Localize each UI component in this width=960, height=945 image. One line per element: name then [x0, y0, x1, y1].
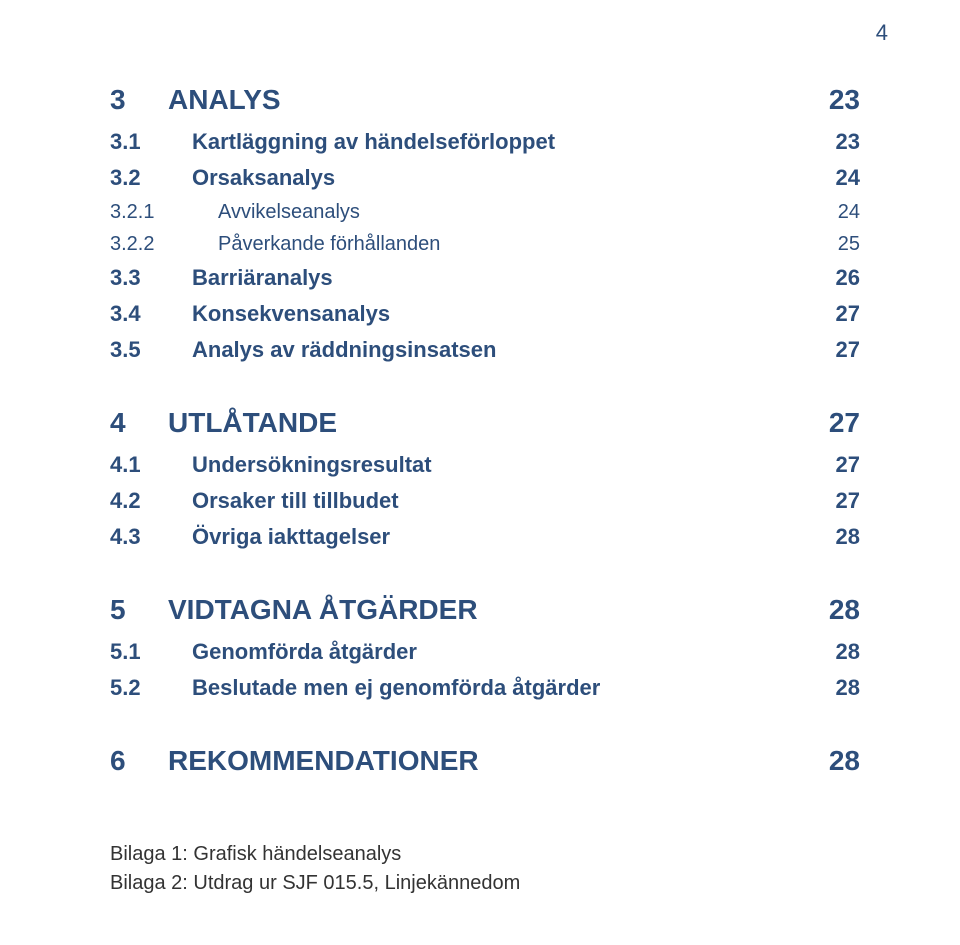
- toc-title: Orsaksanalys: [192, 161, 335, 195]
- toc-row: 3.3Barriäranalys 26: [110, 261, 860, 295]
- toc-title: Kartläggning av händelseförloppet: [192, 125, 555, 159]
- toc-page: 28: [836, 635, 860, 669]
- toc-title: Konsekvensanalys: [192, 297, 390, 331]
- toc-title: Barriäranalys: [192, 261, 333, 295]
- toc-page: 27: [836, 333, 860, 367]
- toc-number: 4.1: [110, 448, 192, 482]
- toc-title: Orsaker till tillbudet: [192, 484, 399, 518]
- toc-number: 3.3: [110, 261, 192, 295]
- toc-page: 24: [836, 161, 860, 195]
- toc-page: 28: [836, 520, 860, 554]
- toc-row: 4.3Övriga iakttagelser 28: [110, 520, 860, 554]
- toc-row: 4.2Orsaker till tillbudet 27: [110, 484, 860, 518]
- toc-title: UTLÅTANDE: [168, 401, 337, 446]
- toc-page: 23: [829, 78, 860, 123]
- toc-row: 5.1Genomförda åtgärder 28: [110, 635, 860, 669]
- toc-number: 5: [110, 588, 168, 633]
- toc-row: 5.2Beslutade men ej genomförda åtgärder 2…: [110, 671, 860, 705]
- toc-number: 5.1: [110, 635, 192, 669]
- toc-row: 6REKOMMENDATIONER 28: [110, 739, 860, 784]
- toc-number: 3.2: [110, 161, 192, 195]
- toc-row: 4.1Undersökningsresultat 27: [110, 448, 860, 482]
- toc-number: 4: [110, 401, 168, 446]
- appendix-line: Bilaga 1: Grafisk händelseanalys: [110, 840, 860, 869]
- page-number: 4: [876, 20, 888, 46]
- toc-number: 6: [110, 739, 168, 784]
- toc-page: 28: [829, 739, 860, 784]
- toc-row: 3.2Orsaksanalys 24: [110, 161, 860, 195]
- toc-number: 3.2.1: [110, 197, 218, 227]
- toc-title: VIDTAGNA ÅTGÄRDER: [168, 588, 478, 633]
- toc-title: Beslutade men ej genomförda åtgärder: [192, 671, 600, 705]
- toc-number: 3.4: [110, 297, 192, 331]
- toc-row: 3.4Konsekvensanalys 27: [110, 297, 860, 331]
- toc-page: 27: [829, 401, 860, 446]
- toc-row: 3.2.2Påverkande förhållanden 25: [110, 229, 860, 259]
- toc-number: 3.5: [110, 333, 192, 367]
- toc-row: 3.1Kartläggning av händelseförloppet 23: [110, 125, 860, 159]
- toc-number: 4.2: [110, 484, 192, 518]
- toc-row: 3.2.1Avvikelseanalys 24: [110, 197, 860, 227]
- toc-number: 3: [110, 78, 168, 123]
- toc-row: 3ANALYS 23: [110, 78, 860, 123]
- toc-title: Påverkande förhållanden: [218, 229, 440, 259]
- toc-page: 27: [836, 297, 860, 331]
- toc-title: Avvikelseanalys: [218, 197, 360, 227]
- toc-page: 28: [836, 671, 860, 705]
- toc-row: 3.5Analys av räddningsinsatsen 27: [110, 333, 860, 367]
- toc-number: 5.2: [110, 671, 192, 705]
- toc-page: 23: [836, 125, 860, 159]
- toc-page: 27: [836, 484, 860, 518]
- toc-title: ANALYS: [168, 78, 281, 123]
- toc-number: 4.3: [110, 520, 192, 554]
- toc-row: 5VIDTAGNA ÅTGÄRDER 28: [110, 588, 860, 633]
- toc-title: Genomförda åtgärder: [192, 635, 417, 669]
- toc-row: 4UTLÅTANDE 27: [110, 401, 860, 446]
- toc-title: REKOMMENDATIONER: [168, 739, 479, 784]
- toc-number: 3.2.2: [110, 229, 218, 259]
- toc-title: Analys av räddningsinsatsen: [192, 333, 496, 367]
- toc-page: 26: [836, 261, 860, 295]
- toc-page: 27: [836, 448, 860, 482]
- toc-title: Undersökningsresultat: [192, 448, 432, 482]
- toc-page: 28: [829, 588, 860, 633]
- table-of-contents: 3ANALYS233.1Kartläggning av händelseförl…: [110, 78, 860, 786]
- appendix-list: Bilaga 1: Grafisk händelseanalysBilaga 2…: [110, 840, 860, 898]
- appendix-line: Bilaga 2: Utdrag ur SJF 015.5, Linjekänn…: [110, 869, 860, 898]
- toc-title: Övriga iakttagelser: [192, 520, 390, 554]
- toc-page: 24: [838, 197, 860, 227]
- toc-number: 3.1: [110, 125, 192, 159]
- toc-page: 25: [838, 229, 860, 259]
